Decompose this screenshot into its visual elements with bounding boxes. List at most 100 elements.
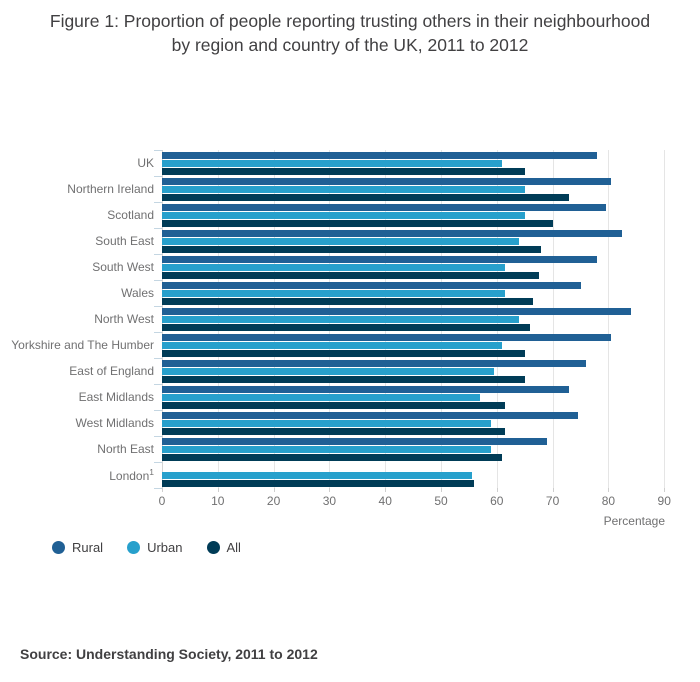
category-row: UK	[137, 150, 667, 176]
x-tick-mark	[162, 488, 163, 492]
x-tick-mark	[552, 488, 554, 492]
bar-all	[162, 298, 534, 305]
category-label: Yorkshire and The Humber	[11, 338, 154, 352]
x-tick-mark	[217, 488, 219, 492]
category-tick	[154, 462, 162, 463]
bar-rural	[162, 152, 598, 159]
category-label: Northern Ireland	[67, 182, 154, 196]
category-label: UK	[137, 156, 154, 170]
chart-title: Figure 1: Proportion of people reporting…	[49, 11, 651, 55]
x-axis-title: Percentage	[603, 514, 665, 528]
bar-rural	[162, 256, 598, 263]
bar-all	[162, 194, 570, 201]
category-row: North East	[97, 436, 667, 462]
bar-all	[162, 324, 531, 331]
bar-all	[162, 454, 503, 461]
bar-all	[162, 168, 525, 175]
category-row: West Midlands	[76, 410, 667, 436]
category-label: Scotland	[107, 208, 154, 222]
bar-all	[162, 272, 539, 279]
legend-item-urban: Urban	[127, 540, 183, 555]
category-tick	[154, 202, 162, 203]
category-tick	[154, 306, 162, 307]
x-tick-label: 10	[211, 494, 225, 508]
x-axis: 0 10 20 30 40 50 60 70 80 90	[158, 488, 671, 510]
category-label: North West	[94, 312, 154, 326]
bar-rural	[162, 282, 581, 289]
category-label: London1	[109, 467, 154, 483]
x-tick-mark	[441, 488, 442, 492]
bar-rural	[162, 178, 612, 185]
category-tick	[154, 332, 162, 333]
category-label: South East	[95, 234, 154, 248]
category-tick	[154, 150, 162, 151]
category-label: West Midlands	[75, 416, 154, 430]
bar-urban	[162, 160, 503, 167]
category-tick	[154, 280, 162, 281]
x-tick-mark	[608, 488, 610, 492]
category-label: Wales	[121, 286, 154, 300]
x-tick-mark	[329, 488, 331, 492]
category-row: South East	[95, 228, 667, 254]
bar-urban	[162, 472, 472, 479]
bar-rural	[162, 438, 548, 445]
bar-urban	[162, 420, 492, 427]
category-tick	[154, 254, 162, 255]
category-tick	[154, 176, 162, 177]
category-row: South West	[92, 254, 667, 280]
bar-all	[162, 402, 506, 409]
category-row: Yorkshire and The Humber	[11, 332, 667, 358]
category-label: East of England	[69, 364, 154, 378]
bar-urban	[162, 264, 506, 271]
bar-urban	[162, 446, 492, 453]
source-note: Source: Understanding Society, 2011 to 2…	[20, 646, 318, 662]
x-tick-mark	[385, 488, 387, 492]
x-tick-mark	[273, 488, 275, 492]
legend-dot-icon	[127, 541, 141, 554]
x-tick-label: 40	[378, 494, 392, 508]
legend-dot-icon	[206, 541, 220, 554]
bar-rural	[162, 386, 570, 393]
bar-urban	[162, 394, 481, 401]
bar-all	[162, 350, 525, 357]
category-tick	[154, 358, 162, 359]
legend-dot-icon	[52, 541, 65, 554]
legend: Rural Urban All	[52, 540, 241, 555]
category-label: South West	[92, 260, 154, 274]
x-tick-label: 50	[434, 494, 448, 508]
gridline	[552, 150, 554, 488]
bar-urban	[162, 368, 495, 375]
bar-rural	[162, 334, 612, 341]
category-tick	[154, 228, 162, 229]
x-tick-label: 0	[158, 494, 166, 508]
x-tick-label: 70	[545, 494, 560, 508]
category-tick	[154, 436, 162, 437]
bar-all	[162, 428, 506, 435]
x-tick-label: 90	[657, 494, 671, 508]
category-row: East Midlands	[79, 384, 667, 410]
category-row: London1	[109, 462, 667, 488]
category-tick	[154, 410, 162, 411]
category-tick	[154, 488, 162, 489]
bar-rural	[162, 360, 587, 367]
bar-rural	[162, 204, 606, 211]
bar-urban	[162, 316, 520, 323]
category-row: Scotland	[107, 202, 667, 228]
plot-area: UK Northern Ireland Scotland South East Sout…	[11, 150, 667, 489]
bar-urban	[162, 290, 506, 297]
category-tick	[154, 384, 162, 385]
gridline	[608, 150, 610, 488]
x-tick-label: 20	[266, 494, 281, 508]
bar-urban	[162, 186, 525, 193]
bar-all	[162, 220, 553, 227]
x-tick-mark	[664, 488, 666, 492]
x-tick-label: 80	[601, 494, 616, 508]
category-row: North West	[94, 306, 667, 332]
legend-label: Urban	[147, 540, 183, 555]
category-label: East Midlands	[78, 390, 154, 404]
legend-item-all: All	[206, 540, 241, 555]
footnote-marker: 1	[149, 467, 154, 477]
legend-item-rural: Rural	[52, 540, 103, 555]
category-label: North East	[97, 442, 154, 456]
